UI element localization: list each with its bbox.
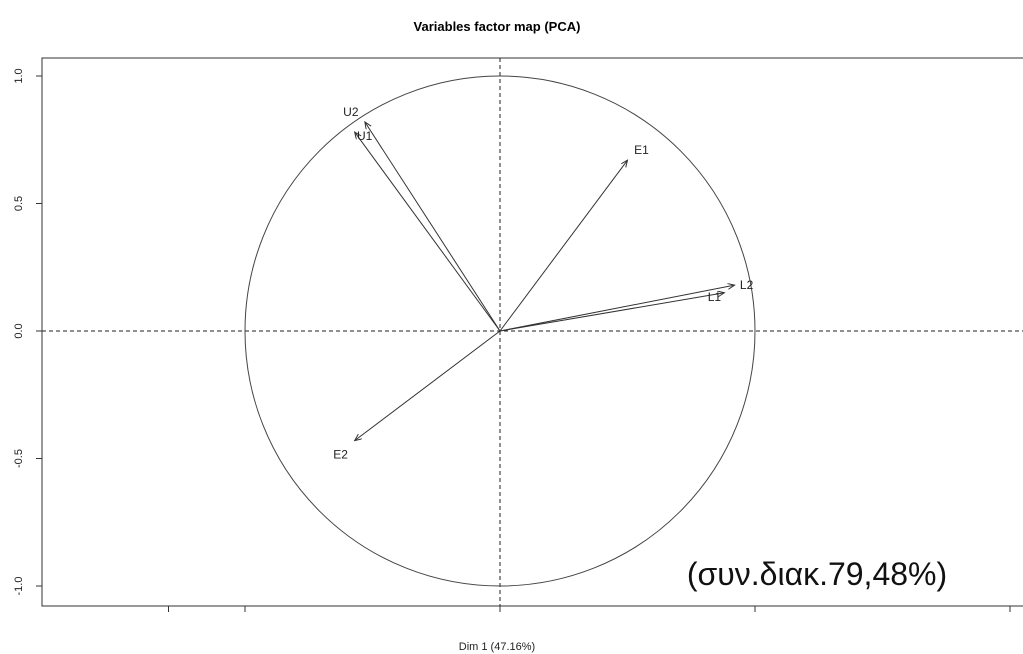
unit-circle — [244, 75, 756, 587]
x-axis-label: Dim 1 (47.16%) — [459, 641, 535, 653]
vector-label-e1: E1 — [634, 143, 649, 157]
vector-label-l2: L2 — [740, 278, 754, 292]
vector-u2 — [365, 122, 501, 332]
vector-e2 — [355, 330, 501, 441]
y-tick-label: 0.5 — [13, 196, 25, 211]
y-tick-label: -1.0 — [13, 577, 25, 596]
x-axis — [168, 606, 1011, 612]
variable-vectors: U2 U1 E1 L2 L1 E2 — [333, 105, 753, 462]
variance-annotation: (συν.διακ.79,48%) — [687, 556, 947, 592]
chart-title: Variables factor map (PCA) — [414, 19, 581, 34]
vector-label-u2: U2 — [343, 105, 359, 119]
vector-label-l1: L1 — [708, 290, 722, 304]
correlation-circle — [244, 75, 756, 587]
y-axis: 1.0 0.5 0.0 -0.5 -1.0 — [13, 68, 42, 595]
vector-u1 — [355, 132, 501, 332]
vector-l2 — [499, 285, 735, 332]
y-tick-label: 0.0 — [13, 323, 25, 338]
vector-label-e2: E2 — [333, 448, 348, 462]
y-tick-label: 1.0 — [13, 68, 25, 83]
plot-frame — [41, 57, 1023, 607]
vector-label-u1: U1 — [357, 129, 373, 143]
vector-e1 — [499, 160, 628, 332]
reference-lines — [42, 58, 1023, 606]
y-tick-label: -0.5 — [13, 449, 25, 468]
vector-l1 — [499, 293, 724, 332]
